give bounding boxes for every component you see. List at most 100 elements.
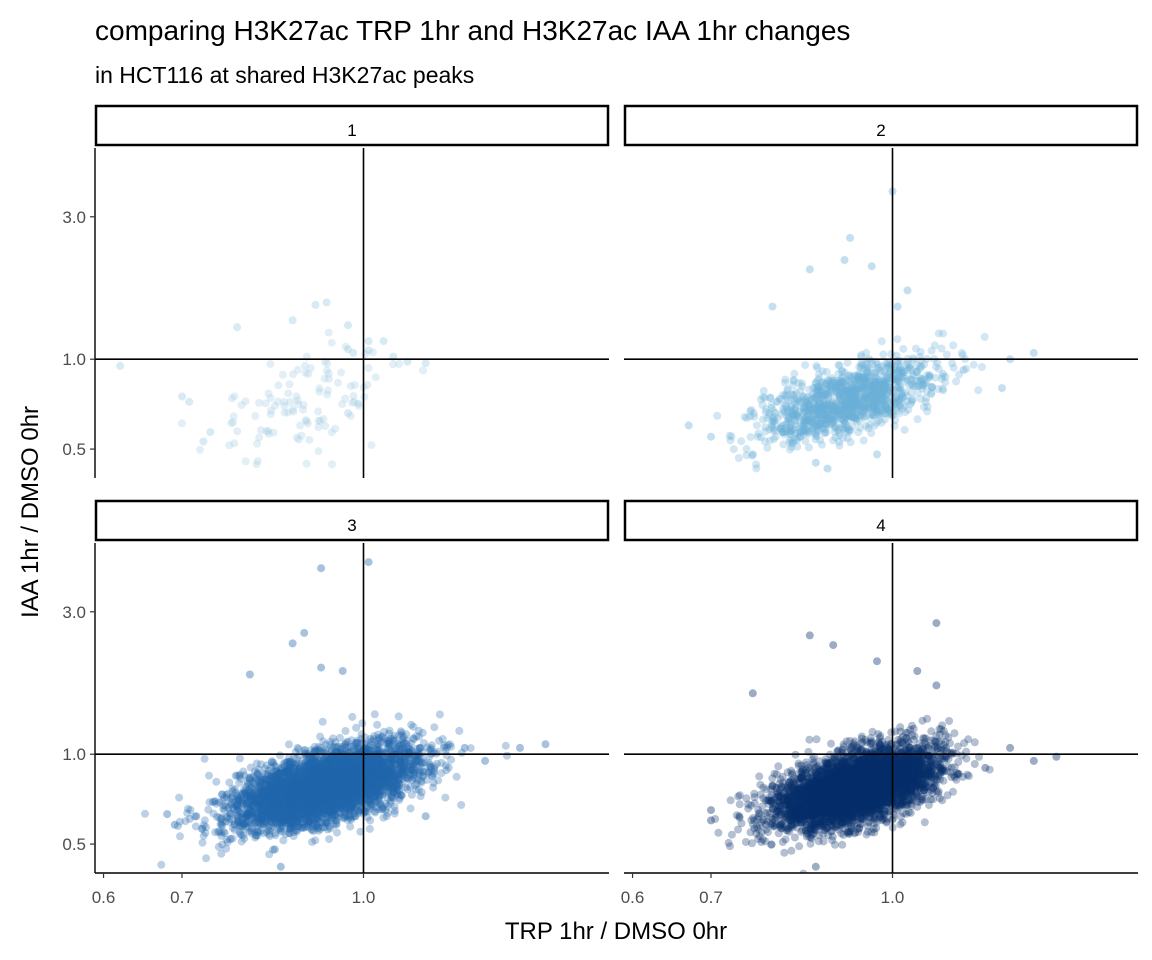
scatter-point [343, 737, 352, 746]
scatter-point [337, 742, 346, 751]
scatter-point [866, 377, 875, 386]
scatter-point [778, 428, 787, 437]
scatter-point [828, 411, 837, 420]
scatter-point [830, 424, 839, 433]
scatter-point [883, 387, 892, 396]
scatter-point [855, 388, 864, 397]
scatter-point [784, 408, 793, 417]
scatter-point [831, 422, 840, 431]
scatter-point [819, 395, 828, 404]
scatter-point [883, 359, 892, 368]
scatter-point [303, 775, 312, 784]
scatter-point [787, 402, 796, 411]
scatter-point [336, 770, 345, 779]
scatter-point [794, 412, 803, 421]
scatter-point [330, 782, 339, 791]
scatter-point [312, 775, 321, 784]
scatter-point [831, 385, 840, 393]
scatter-point [803, 392, 812, 401]
scatter-point [273, 801, 282, 810]
scatter-point [330, 796, 339, 804]
scatter-point [344, 345, 352, 354]
scatter-point [878, 399, 887, 408]
scatter-point [330, 806, 339, 815]
scatter-point [838, 367, 846, 376]
scatter-point [882, 390, 891, 398]
scatter-point [893, 376, 902, 385]
scatter-point [870, 370, 879, 379]
scatter-point [867, 404, 876, 413]
scatter-point [356, 805, 365, 814]
scatter-point [307, 808, 315, 817]
scatter-point [840, 416, 849, 424]
scatter-point [282, 784, 291, 793]
scatter-point [876, 405, 884, 414]
scatter-point [300, 823, 309, 832]
scatter-point [294, 783, 303, 792]
scatter-point [892, 366, 901, 375]
scatter-point [765, 409, 774, 418]
scatter-point [378, 762, 387, 770]
scatter-point [860, 413, 869, 422]
scatter-point [266, 789, 275, 798]
scatter-point [380, 773, 389, 782]
scatter-point [252, 460, 261, 469]
scatter-point [366, 760, 375, 769]
scatter-point [261, 399, 270, 408]
scatter-point [240, 771, 249, 780]
scatter-point [859, 411, 868, 420]
scatter-point [355, 795, 364, 804]
scatter-point [821, 420, 830, 429]
scatter-point [894, 373, 903, 382]
scatter-point [855, 363, 864, 371]
scatter-point [318, 795, 327, 804]
scatter-point [288, 809, 297, 817]
scatter-point [798, 398, 807, 407]
scatter-point [848, 391, 857, 400]
scatter-point [284, 389, 293, 398]
scatter-point [351, 767, 360, 776]
scatter-point [384, 773, 393, 782]
scatter-point [819, 403, 828, 412]
scatter-point [811, 394, 820, 403]
scatter-point [417, 778, 426, 787]
scatter-point [347, 778, 356, 787]
scatter-point [844, 386, 852, 395]
scatter-point [839, 420, 847, 429]
scatter-point [799, 420, 808, 429]
scatter-point [778, 428, 787, 436]
scatter-point [306, 799, 315, 808]
scatter-point [312, 793, 321, 802]
scatter-point [851, 394, 860, 402]
scatter-point [308, 797, 317, 806]
scatter-point [247, 791, 255, 800]
scatter-point [868, 400, 877, 409]
scatter-point [819, 390, 827, 399]
scatter-point [282, 790, 291, 799]
scatter-point [824, 407, 833, 416]
scatter-point [419, 366, 427, 375]
scatter-point [853, 386, 862, 395]
scatter-point [856, 376, 865, 384]
scatter-point [816, 420, 825, 429]
scatter-point [313, 788, 322, 797]
scatter-point [217, 813, 226, 822]
scatter-point [384, 771, 393, 780]
scatter-point [796, 432, 805, 441]
scatter-point [311, 791, 320, 800]
scatter-point [892, 393, 901, 402]
scatter-point [326, 785, 335, 794]
scatter-point [850, 396, 859, 405]
scatter-point [802, 417, 811, 426]
scatter-point [827, 417, 836, 426]
scatter-point [314, 407, 323, 416]
scatter-point [837, 376, 846, 385]
scatter-point [851, 384, 860, 393]
scatter-point [900, 425, 909, 434]
scatter-point [370, 758, 379, 767]
scatter-point [257, 815, 266, 824]
scatter-point [876, 383, 885, 392]
scatter-point [942, 350, 951, 359]
scatter-point [294, 435, 303, 444]
scatter-point [317, 812, 326, 821]
